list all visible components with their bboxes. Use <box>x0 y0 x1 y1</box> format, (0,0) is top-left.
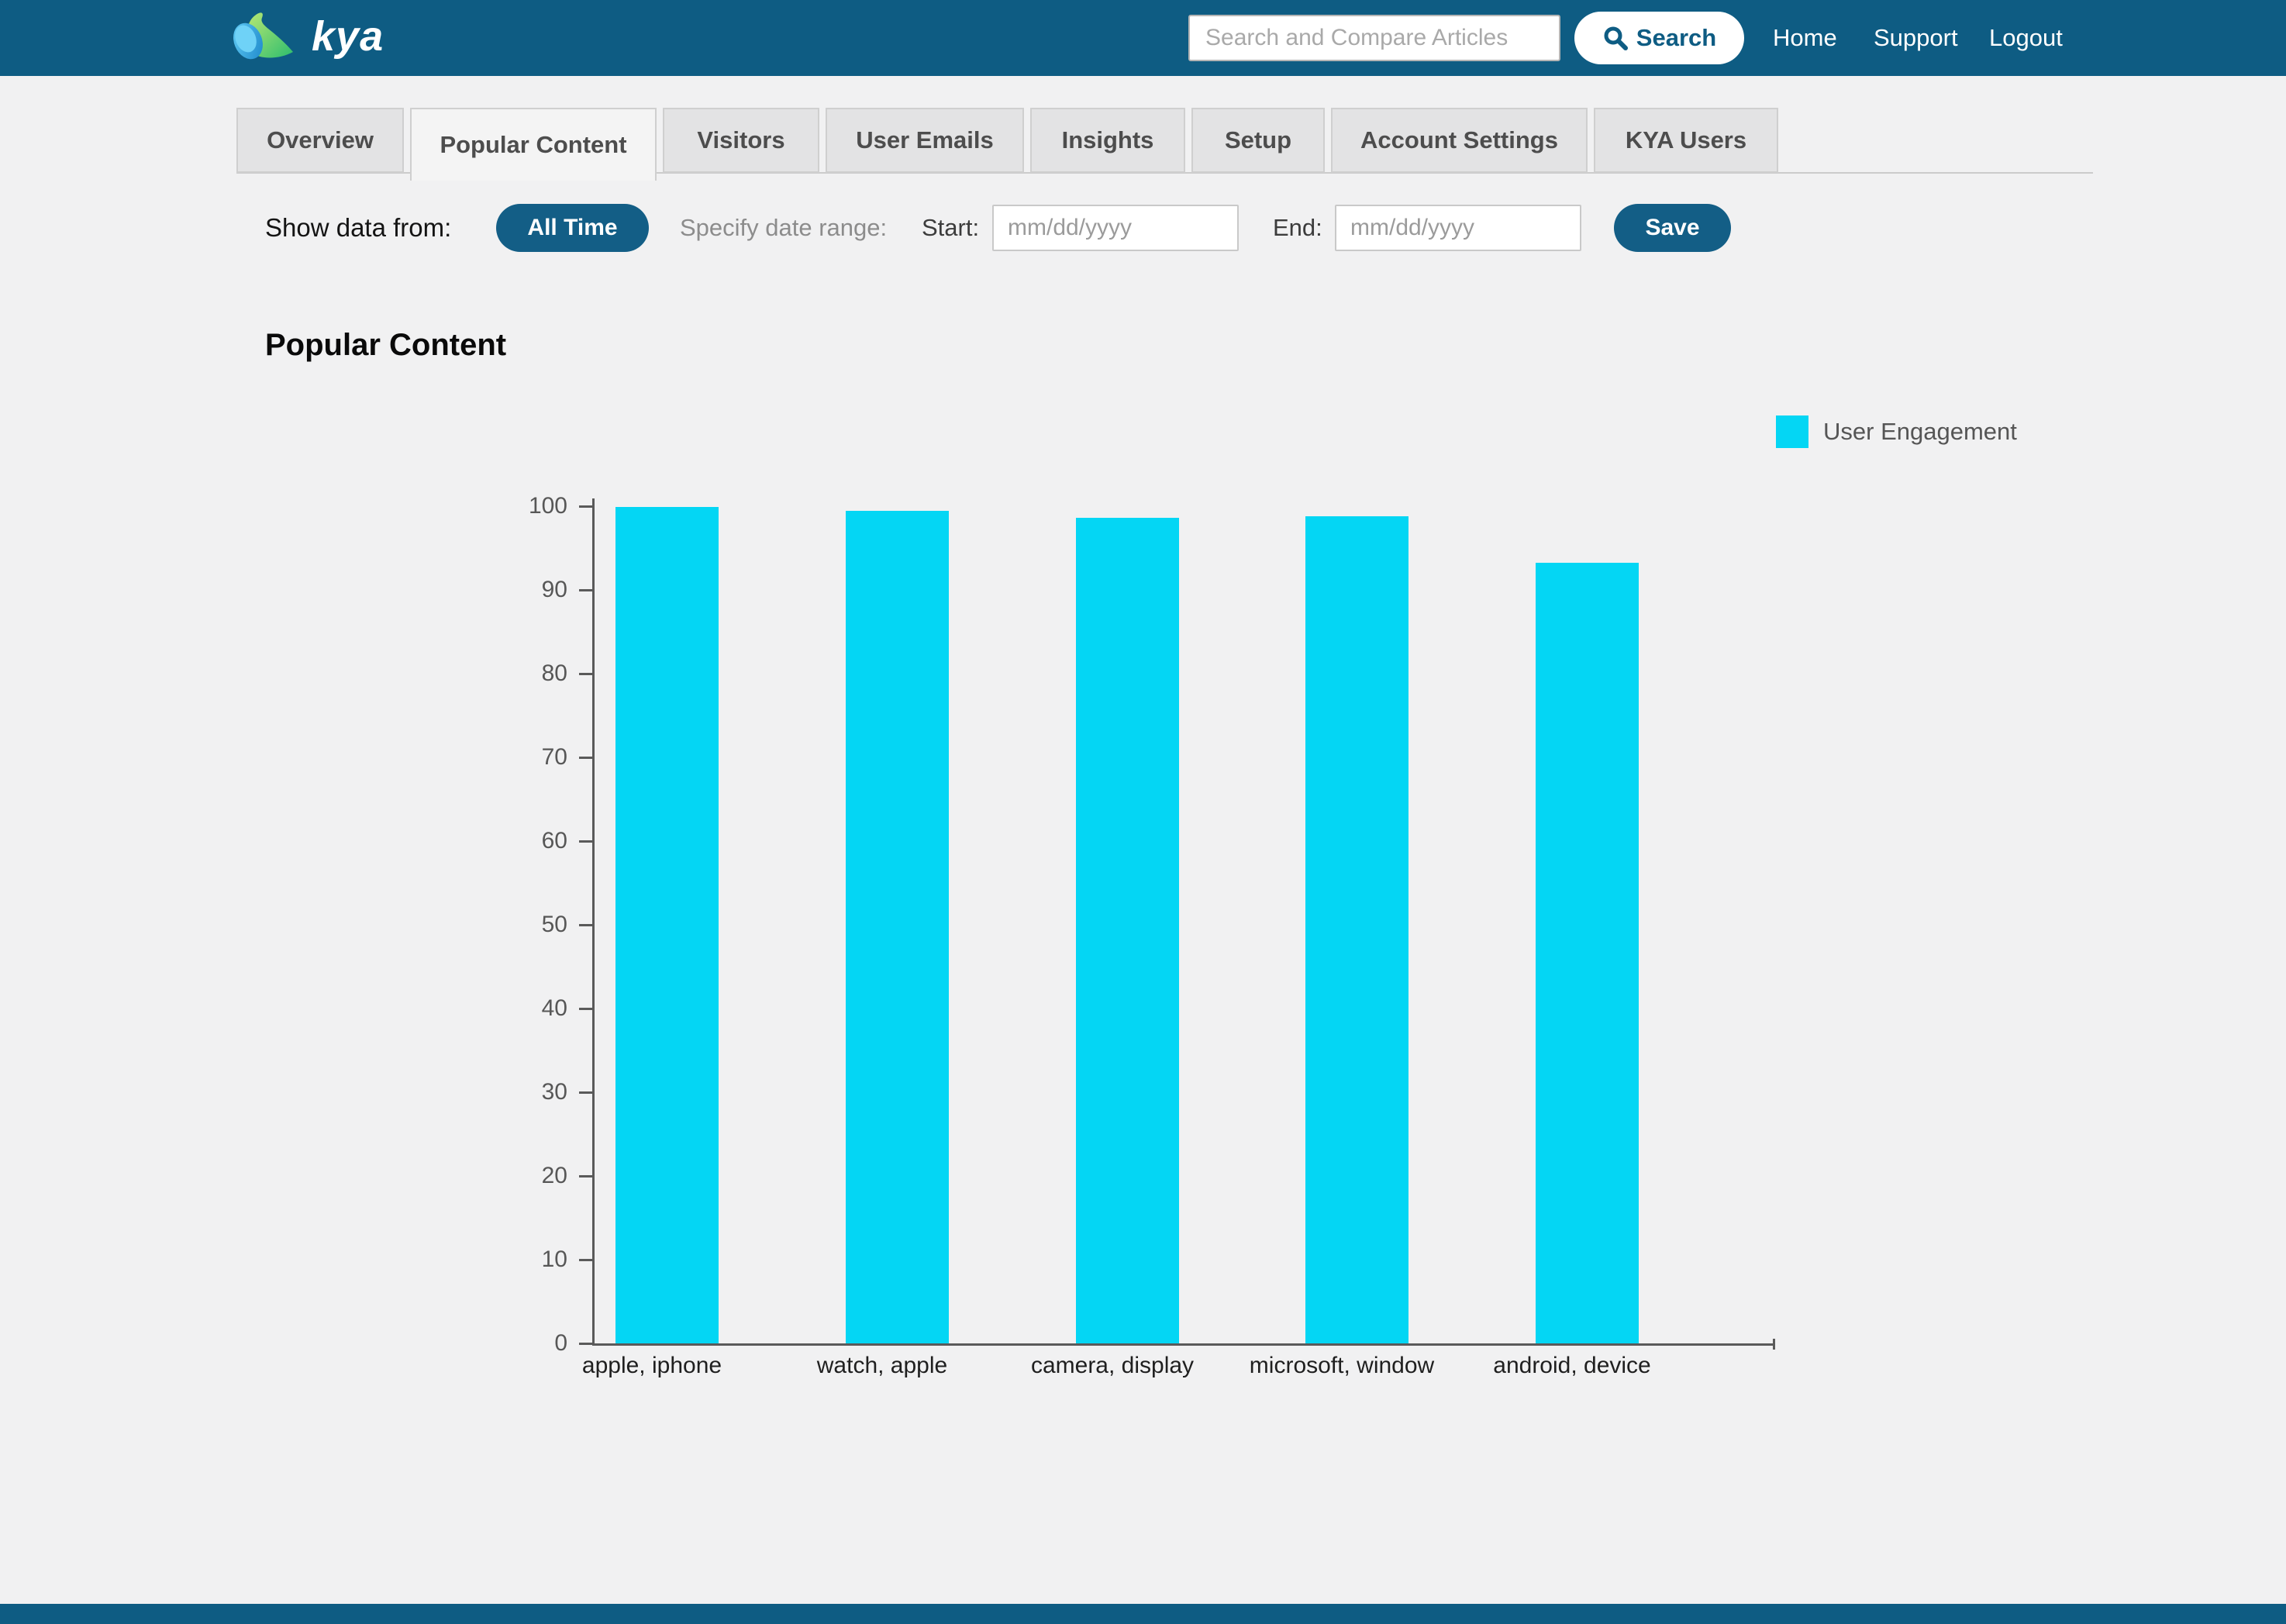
y-axis-tick <box>579 1175 592 1177</box>
y-axis-line <box>592 498 595 1346</box>
search-button[interactable]: Search <box>1574 12 1744 64</box>
all-time-button[interactable]: All Time <box>496 204 649 252</box>
x-axis-line <box>592 1343 1775 1346</box>
y-axis-tick-label: 50 <box>541 912 567 937</box>
y-axis-tick <box>579 1008 592 1010</box>
y-axis-tick <box>579 1091 592 1094</box>
y-axis-tick-label: 70 <box>541 744 567 770</box>
y-axis-tick-label: 10 <box>541 1246 567 1272</box>
x-axis-label-apple-iphone: apple, iphone <box>581 1353 722 1378</box>
x-axis-label-microsoft-window: microsoft, window <box>1249 1353 1435 1378</box>
date-filter-bar: Show data from: All Time Specify date ra… <box>0 204 2286 252</box>
y-axis-tick-label: 90 <box>541 577 567 602</box>
tab-popular-content[interactable]: Popular Content <box>410 108 657 181</box>
tab-user-emails[interactable]: User Emails <box>826 108 1024 173</box>
y-axis-tick-label: 60 <box>541 828 567 853</box>
x-axis-label-camera-display: camera, display <box>1030 1353 1195 1378</box>
search-input[interactable] <box>1188 15 1560 61</box>
y-axis-tick <box>579 589 592 591</box>
y-axis-tick <box>579 924 592 926</box>
y-axis-tick <box>579 505 592 508</box>
nav-link-support[interactable]: Support <box>1874 24 1958 51</box>
save-button[interactable]: Save <box>1614 204 1731 252</box>
nav-link-logout[interactable]: Logout <box>1989 24 2063 51</box>
end-label: End: <box>1273 214 1322 241</box>
bar-watch-apple <box>846 511 949 1343</box>
y-axis-tick-label: 80 <box>541 660 567 686</box>
bar-apple-iphone <box>615 507 719 1343</box>
top-navbar: kya Search Home Support Logout <box>0 0 2286 76</box>
y-axis-tick <box>579 840 592 843</box>
specify-date-range-label: Specify date range: <box>680 214 888 241</box>
y-axis-tick <box>579 757 592 759</box>
tab-bar: Overview Popular Content Visitors User Emai… <box>236 108 1784 181</box>
tab-visitors[interactable]: Visitors <box>663 108 819 173</box>
y-axis-tick-label: 0 <box>554 1330 567 1356</box>
logo-text: kya <box>312 13 384 60</box>
x-axis-label-watch-apple: watch, apple <box>816 1353 948 1378</box>
x-axis-end-tick <box>1773 1339 1775 1350</box>
show-data-from-label: Show data from: <box>265 213 452 242</box>
tab-overview[interactable]: Overview <box>236 108 404 173</box>
bar-microsoft-window <box>1305 516 1408 1343</box>
start-label: Start: <box>922 214 980 241</box>
x-axis-label-android-device: android, device <box>1493 1353 1651 1378</box>
y-axis-tick <box>579 1343 592 1345</box>
end-date-input[interactable] <box>1335 205 1581 251</box>
tab-insights[interactable]: Insights <box>1030 108 1185 173</box>
legend-color-swatch <box>1776 415 1808 448</box>
y-axis-tick <box>579 1259 592 1261</box>
bar-android-device <box>1536 563 1639 1343</box>
page-title: Popular Content <box>265 328 507 362</box>
y-axis-tick-label: 40 <box>541 995 567 1021</box>
kya-logo-icon <box>229 10 298 70</box>
y-axis-tick-label: 30 <box>541 1079 567 1105</box>
footer-bar <box>0 1604 2286 1624</box>
search-icon <box>1602 25 1629 51</box>
tabs-underline <box>236 172 2093 174</box>
tab-setup[interactable]: Setup <box>1191 108 1325 173</box>
bar-camera-display <box>1076 518 1179 1343</box>
start-date-input[interactable] <box>992 205 1239 251</box>
tab-kya-users[interactable]: KYA Users <box>1594 108 1778 173</box>
legend-label: User Engagement <box>1823 418 2017 445</box>
y-axis-tick-label: 20 <box>541 1163 567 1188</box>
y-axis-tick <box>579 673 592 675</box>
search-button-label: Search <box>1636 24 1717 51</box>
y-axis-tick-label: 100 <box>528 493 567 519</box>
tab-account-settings[interactable]: Account Settings <box>1331 108 1588 173</box>
nav-link-home[interactable]: Home <box>1773 24 1837 51</box>
